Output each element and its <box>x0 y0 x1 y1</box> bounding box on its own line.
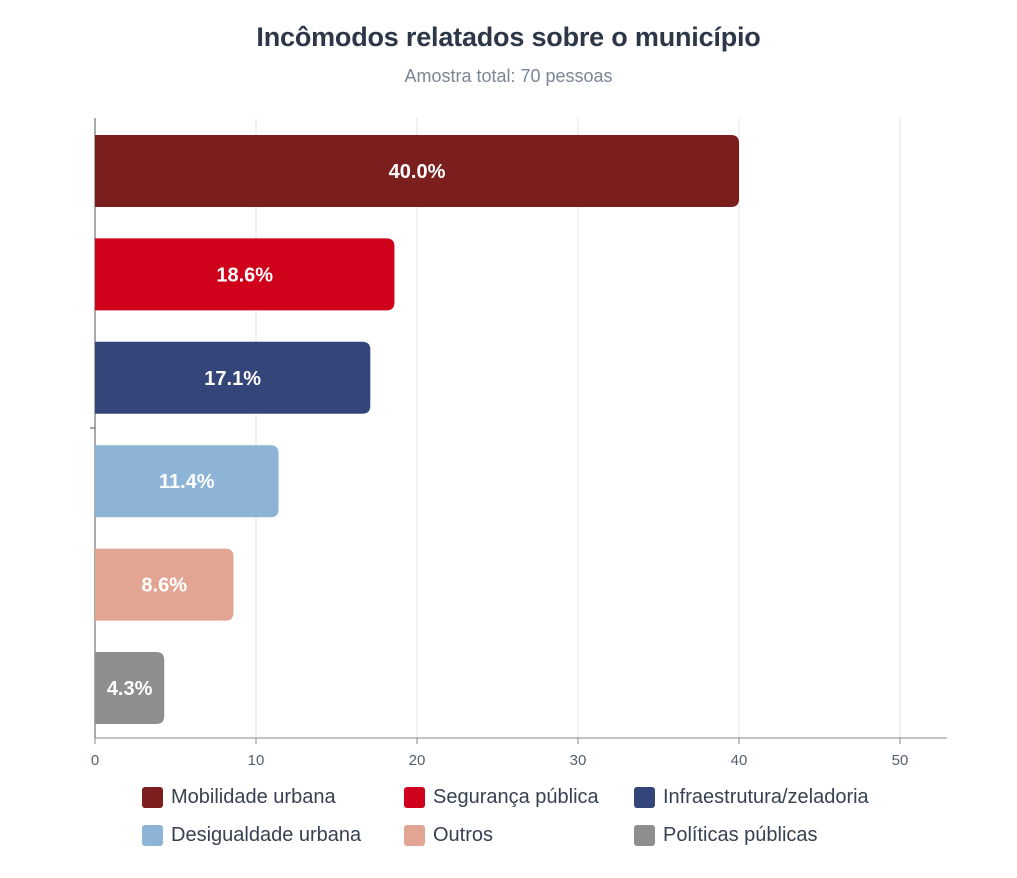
legend-item[interactable]: Outros <box>404 824 493 847</box>
legend-swatch <box>634 787 655 808</box>
legend-swatch <box>142 787 163 808</box>
bar <box>95 652 165 724</box>
x-tick-label: 50 <box>892 752 909 769</box>
bar-value-label: 18.6% <box>216 264 273 286</box>
chart-subtitle: Amostra total: 70 pessoas <box>404 66 613 86</box>
bar-value-label: 8.6% <box>141 575 187 597</box>
legend-swatch <box>404 825 425 846</box>
legend-label: Mobilidade urbana <box>171 786 336 808</box>
x-tick-label: 10 <box>248 752 265 769</box>
x-tick-label: 0 <box>91 752 99 769</box>
legend-item[interactable]: Políticas públicas <box>634 824 818 847</box>
bar-value-label: 11.4% <box>159 471 215 493</box>
legend-label: Políticas públicas <box>663 824 818 846</box>
bar-value-label: 17.1% <box>204 368 261 390</box>
legend-label: Segurança pública <box>433 786 599 808</box>
legend-swatch <box>634 825 655 846</box>
legend-item[interactable]: Segurança pública <box>404 786 599 809</box>
legend-label: Desigualdade urbana <box>171 824 362 846</box>
bar <box>95 341 371 414</box>
legend-item[interactable]: Desigualdade urbana <box>142 824 361 847</box>
chart-title: Incômodos relatados sobre o município <box>256 22 761 52</box>
x-tick-label: 30 <box>570 752 587 769</box>
legend-label: Infraestrutura/zeladoria <box>663 786 869 808</box>
legend-item[interactable]: Infraestrutura/zeladoria <box>634 786 869 809</box>
bar <box>95 135 739 207</box>
bar-value-label: 4.3% <box>107 678 153 700</box>
x-tick-label: 40 <box>731 752 748 769</box>
bar-value-label: 40.0% <box>389 161 446 183</box>
bar <box>95 548 234 621</box>
x-tick-label: 20 <box>409 752 426 769</box>
legend-label: Outros <box>433 824 494 846</box>
legend-swatch <box>142 825 163 846</box>
legend-swatch <box>404 787 425 808</box>
bar <box>95 445 279 518</box>
bar <box>95 238 395 311</box>
legend-item[interactable]: Mobilidade urbana <box>142 786 336 809</box>
